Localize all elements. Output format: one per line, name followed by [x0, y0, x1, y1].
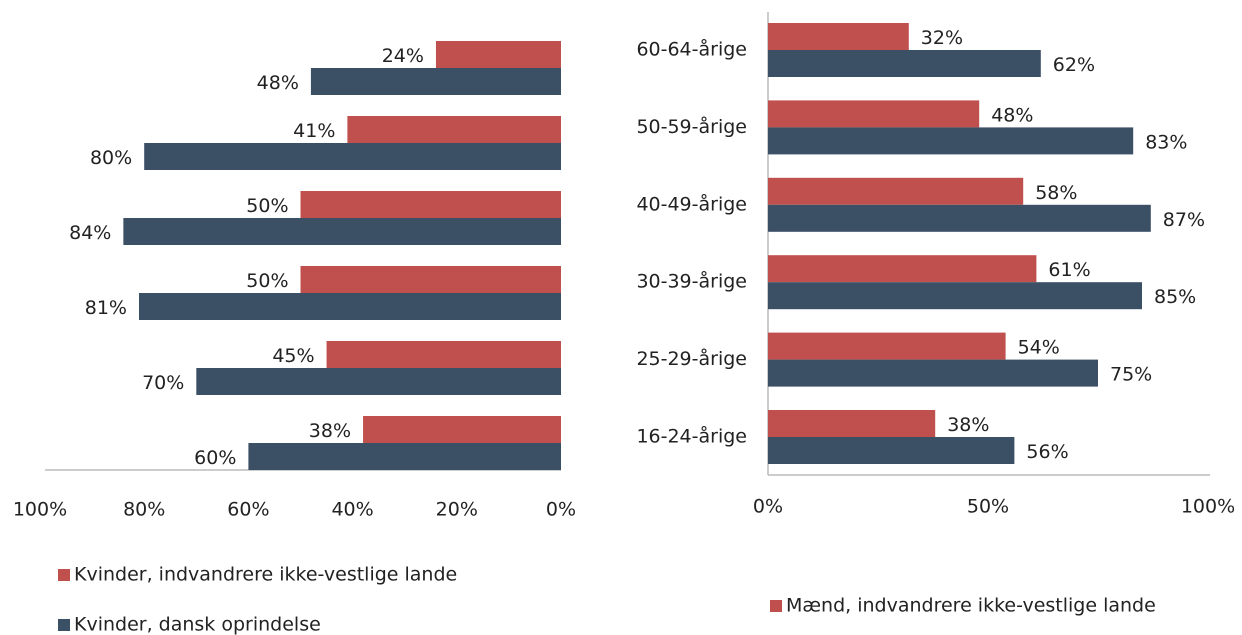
bar	[347, 116, 561, 143]
data-label: 24%	[382, 45, 424, 67]
data-label: 45%	[272, 345, 314, 367]
category-label: 16-24-årige	[636, 425, 747, 448]
bar	[300, 191, 561, 218]
data-label: 61%	[1048, 259, 1090, 281]
data-label: 75%	[1110, 364, 1152, 386]
data-label: 85%	[1154, 286, 1196, 308]
x-tick-label: 0%	[753, 496, 783, 518]
legend-label: Kvinder, indvandrere ikke-vestlige lande	[74, 564, 457, 586]
legend-label: Mænd, indvandrere ikke-vestlige lande	[786, 595, 1156, 617]
data-label: 70%	[142, 372, 184, 394]
bar	[123, 218, 562, 245]
x-tick-label: 80%	[123, 499, 165, 521]
data-label: 48%	[257, 72, 299, 94]
category-label: 60-64-årige	[636, 38, 747, 61]
data-label: 56%	[1026, 441, 1068, 463]
bar	[768, 410, 936, 437]
data-label: 41%	[293, 120, 335, 142]
bar	[768, 127, 1134, 155]
x-tick-label: 60%	[227, 499, 269, 521]
data-label: 54%	[1018, 337, 1060, 359]
legend-swatch	[58, 619, 70, 631]
x-tick-label: 100%	[1181, 496, 1235, 518]
data-label: 81%	[85, 297, 127, 319]
bar	[768, 204, 1151, 232]
bar	[196, 368, 562, 395]
bar	[768, 177, 1024, 205]
legend-swatch	[58, 569, 70, 581]
bar	[768, 50, 1041, 77]
category-label: 40-49-årige	[636, 192, 747, 215]
category-label: 30-39-årige	[636, 270, 747, 293]
x-tick-label: 20%	[436, 499, 478, 521]
bar	[300, 266, 561, 293]
data-label: 50%	[246, 270, 288, 292]
data-label: 80%	[90, 147, 132, 169]
bar	[435, 41, 561, 68]
data-label: 58%	[1035, 182, 1077, 204]
data-label: 38%	[947, 414, 989, 436]
data-label: 32%	[921, 27, 963, 49]
data-label: 84%	[69, 222, 111, 244]
bar	[326, 341, 561, 368]
data-label: 87%	[1163, 209, 1205, 231]
bar	[144, 143, 561, 170]
x-tick-label: 50%	[967, 496, 1009, 518]
data-label: 83%	[1145, 131, 1187, 153]
x-tick-label: 100%	[13, 499, 67, 521]
bar	[768, 437, 1015, 464]
x-tick-label: 40%	[331, 499, 373, 521]
data-label: 38%	[309, 420, 351, 442]
data-label: 48%	[991, 104, 1033, 126]
legend-swatch	[770, 600, 782, 612]
bar	[310, 68, 561, 95]
data-label: 50%	[246, 195, 288, 217]
bar	[768, 100, 980, 128]
bar	[138, 293, 562, 320]
x-tick-label: 0%	[546, 499, 576, 521]
bar	[768, 23, 909, 50]
data-label: 60%	[194, 447, 236, 469]
category-label: 50-59-årige	[636, 115, 747, 138]
legend-label: Kvinder, dansk oprindelse	[74, 614, 321, 635]
bar	[363, 416, 561, 443]
category-label: 25-29-årige	[636, 347, 747, 370]
bar	[248, 443, 561, 470]
bar	[768, 255, 1037, 283]
bar	[768, 332, 1006, 360]
data-label: 62%	[1053, 54, 1095, 76]
bar	[768, 359, 1098, 387]
bar	[768, 282, 1142, 310]
